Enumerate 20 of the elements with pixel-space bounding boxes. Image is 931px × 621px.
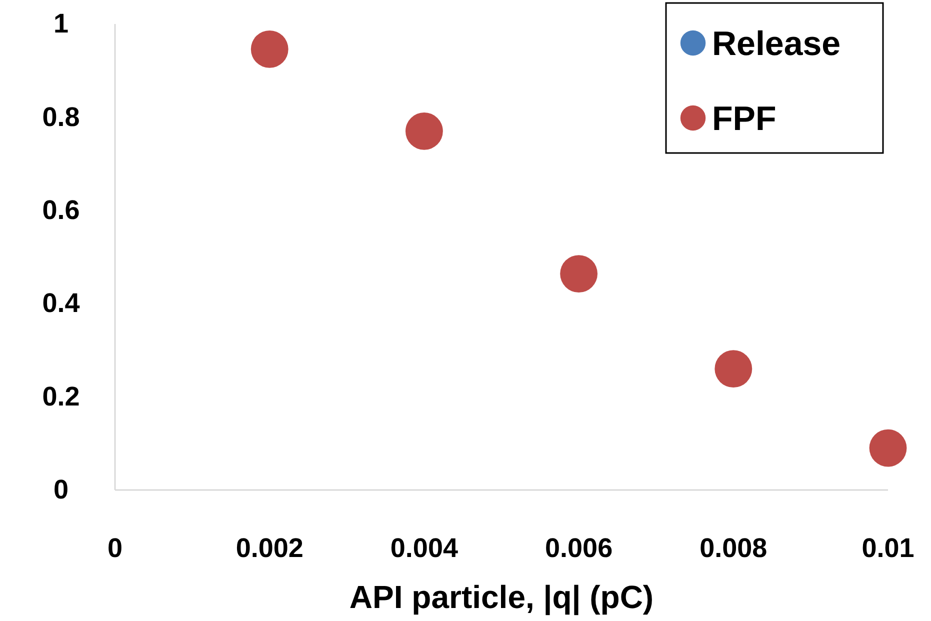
x-tick-label: 0.01 — [862, 533, 914, 564]
x-tick-label: 0 — [107, 533, 123, 564]
x-tick-label: 0.008 — [700, 533, 768, 564]
x-tick-label: 0.006 — [545, 533, 613, 564]
x-tick-label: 0.004 — [390, 533, 458, 564]
y-tick-label: 0.6 — [42, 195, 80, 226]
y-tick-label: 0.4 — [42, 288, 80, 318]
point — [405, 112, 443, 150]
point — [869, 429, 907, 467]
point — [560, 255, 598, 292]
x-axis-title: API particle, |q| (pC) — [349, 579, 654, 616]
y-tick-label: 1 — [53, 8, 69, 39]
y-tick-label: 0.2 — [42, 381, 80, 412]
legend-label: FPF — [712, 100, 776, 138]
y-tick-label: 0.8 — [42, 102, 80, 132]
legend-label: Release — [712, 24, 841, 63]
point — [714, 350, 752, 388]
x-tick-label: 0.002 — [236, 533, 304, 564]
point — [250, 30, 288, 68]
y-tick-label: 0 — [53, 474, 69, 505]
